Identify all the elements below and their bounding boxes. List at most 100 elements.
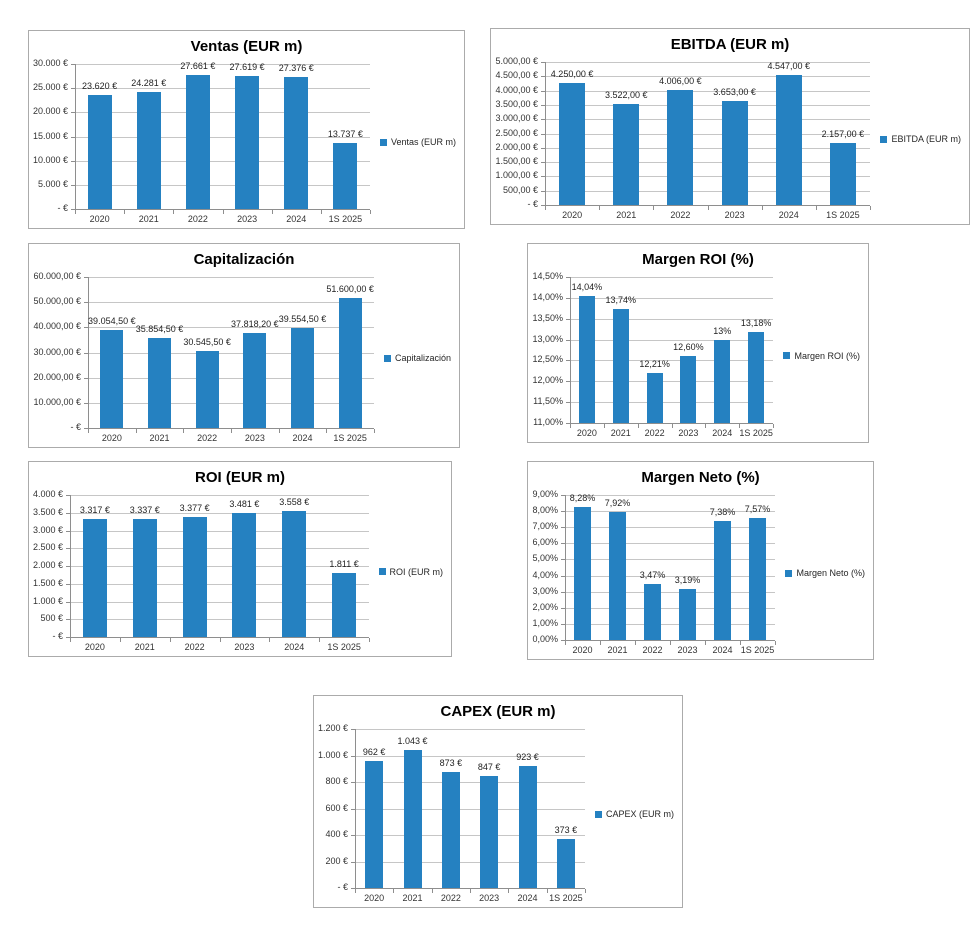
y-axis-tick-label: 10.000 € [32,155,68,165]
gridline [570,381,773,382]
plot-area: 5.000,00 € 4.500,00 € 4.000,00 € 3.500,00 €… [493,56,873,221]
y-axis-tick-label: 20.000,00 € [33,372,81,382]
x-tick-mark [319,638,320,642]
data-label: 37.818,20 € [231,319,279,329]
y-axis-tick-label: - € [337,882,348,892]
x-tick-mark [740,641,741,645]
y-tick-mark [351,756,355,757]
x-axis-category-label: 2021 [616,210,637,220]
y-tick-mark [351,862,355,863]
y-axis-tick-label: 3.500,00 € [495,99,538,109]
legend: CAPEX (EUR m) [588,809,680,819]
x-axis-category-label: 2022 [187,214,208,224]
bar-2024 [282,511,306,637]
bar-2024 [291,328,314,428]
y-axis-tick-label: 12,50% [532,354,563,364]
y-tick-mark [84,403,88,404]
chart-margen-roi: Margen ROI (%) 14,50% 14,00% 13,50% 13,00% 1… [527,243,869,443]
bar-2020 [88,95,112,209]
bar-2023 [243,333,266,428]
x-axis-category-label: 2023 [244,433,265,443]
y-tick-mark [541,105,545,106]
y-axis-line [88,277,89,428]
y-axis-tick-label: 1.000 € [32,596,63,606]
y-tick-mark [561,559,565,560]
y-tick-mark [71,112,75,113]
y-tick-mark [351,835,355,836]
data-label: 3.522,00 € [604,90,648,100]
x-axis-line [570,423,773,424]
x-tick-mark [321,210,322,214]
legend-marker-icon [379,138,387,146]
gridline [355,809,585,810]
y-axis-tick-label: 1.200 € [317,723,348,733]
data-label: 3.481 € [229,499,260,509]
y-tick-mark [541,191,545,192]
y-tick-mark [566,340,570,341]
y-axis-tick-label: 3.500 € [32,507,63,517]
bar-2023 [680,356,696,423]
y-tick-mark [84,277,88,278]
x-tick-mark [585,889,586,893]
x-axis-category-label: 2022 [197,433,218,443]
x-tick-mark [470,889,471,893]
x-tick-mark [672,424,673,428]
gridline [570,402,773,403]
gridline [70,566,369,567]
y-tick-mark [541,119,545,120]
x-axis-category-label: 2022 [642,645,663,655]
x-tick-mark [183,429,184,433]
chart-title: Margen Neto (%) [641,469,760,486]
chart-margen-neto: Margen Neto (%) 9,00% 8,00% 7,00% 6,00% 5,00… [527,461,874,660]
bar-1S 2025 [339,298,362,428]
x-tick-mark [326,429,327,433]
y-axis-tick-label: 60.000,00 € [33,271,81,281]
x-axis-category-label: 2023 [677,645,698,655]
x-axis-category-label: 1S 2025 [740,645,775,655]
bar-2024 [714,340,730,423]
y-tick-mark [561,495,565,496]
gridline [570,298,773,299]
x-tick-mark [708,206,709,210]
y-tick-mark [66,513,70,514]
y-axis-tick-label: 14,00% [532,292,563,302]
x-axis-category-label: 2022 [440,893,461,903]
y-tick-mark [71,209,75,210]
bar-1S 2025 [749,518,766,640]
y-axis-tick-label: 4,00% [532,570,558,580]
legend-label: Margen Neto (%) [796,568,865,578]
y-axis-line [75,64,76,209]
data-label: 873 € [439,758,463,768]
x-axis-category-label: 2023 [479,893,500,903]
x-tick-mark [570,424,571,428]
y-tick-mark [84,353,88,354]
y-tick-mark [541,134,545,135]
data-label: 3.377 € [179,503,210,513]
legend: Margen Neto (%) [778,568,871,578]
y-tick-mark [66,602,70,603]
legend: Ventas (EUR m) [373,137,462,147]
x-tick-mark [393,889,394,893]
y-tick-mark [541,62,545,63]
y-axis-tick-label: 30.000 € [32,58,68,68]
bar-2021 [613,104,639,205]
gridline [570,340,773,341]
x-axis-category-label: 2021 [607,645,628,655]
gridline [565,608,775,609]
chart-ventas: Ventas (EUR m) 30.000 € 25.000 € 20.000 € 1… [28,30,465,229]
bar-1S 2025 [557,839,575,888]
x-tick-mark [75,210,76,214]
y-axis-tick-label: 20.000 € [32,106,68,116]
y-tick-mark [84,378,88,379]
chart-title: Margen ROI (%) [642,251,754,268]
y-tick-mark [561,608,565,609]
bar-2023 [722,101,748,205]
y-axis-tick-label: 40.000,00 € [33,321,81,331]
x-axis-category-label: 1S 2025 [333,433,367,443]
x-axis-category-label: 2023 [234,642,255,652]
y-tick-mark [566,319,570,320]
x-axis-category-label: 2024 [284,642,305,652]
y-axis-tick-label: 8,00% [532,505,558,515]
bar-2020 [365,761,383,888]
